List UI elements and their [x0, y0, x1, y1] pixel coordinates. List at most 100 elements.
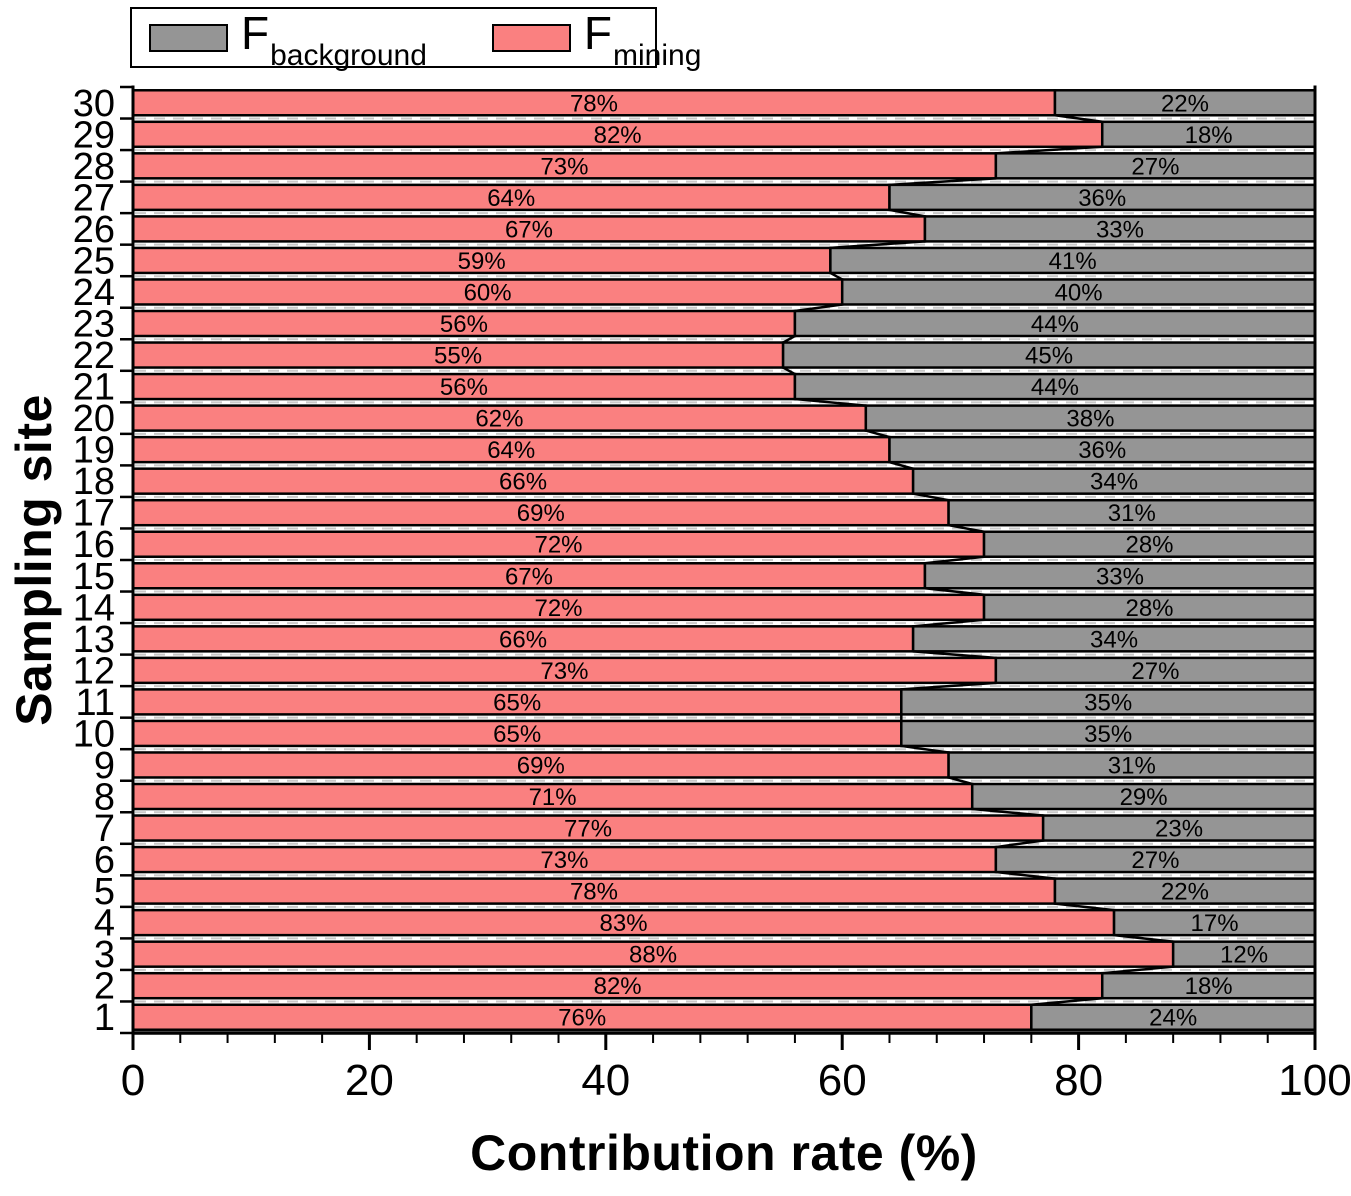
y-tick-label-8: 8: [94, 777, 115, 819]
y-tick-label-12: 12: [73, 650, 115, 692]
bar-label-background-site-6: 27%: [1131, 847, 1179, 874]
segment-connector-line: [995, 839, 1044, 849]
legend-label-sub: mining: [613, 39, 702, 73]
segment-connector-line: [830, 240, 926, 250]
bar-background-site-10: [900, 719, 1317, 748]
bar-label-background-site-17: 31%: [1108, 500, 1156, 527]
y-tick-label-23: 23: [73, 304, 115, 346]
bar-label-background-site-11: 35%: [1084, 689, 1132, 716]
bar-label-mining-site-12: 73%: [540, 658, 588, 685]
bar-label-background-site-30: 22%: [1161, 90, 1209, 117]
segment-connector-line: [995, 145, 1103, 155]
bar-label-mining-site-9: 69%: [517, 752, 565, 779]
y-tick-label-21: 21: [73, 367, 115, 409]
y-tick-label-4: 4: [94, 903, 115, 945]
bar-label-mining-site-3: 88%: [629, 942, 677, 969]
bar-label-background-site-22: 45%: [1025, 343, 1073, 370]
y-tick-label-9: 9: [94, 745, 115, 787]
segment-connector-line: [829, 271, 843, 281]
segment-connector-line: [782, 334, 796, 344]
bar-label-mining-site-10: 65%: [493, 721, 541, 748]
y-tick-label-15: 15: [73, 556, 115, 598]
bar-label-mining-site-23: 56%: [440, 311, 488, 338]
bar-label-background-site-15: 33%: [1096, 563, 1144, 590]
segment-connector-line: [924, 587, 985, 597]
bar-background-site-30: [1053, 89, 1317, 117]
bar-label-background-site-1: 24%: [1149, 1005, 1197, 1032]
bar-background-site-27: [888, 183, 1317, 212]
segment-connector-line: [1031, 996, 1103, 1006]
segment-connector-line: [948, 523, 985, 533]
y-tick-label-17: 17: [73, 493, 115, 535]
bar-label-background-site-29: 18%: [1185, 122, 1233, 149]
bar-label-mining-site-26: 67%: [505, 216, 553, 243]
segment-connector-line: [794, 397, 866, 407]
segment-connector-line: [889, 208, 926, 218]
y-tick-label-1: 1: [94, 997, 115, 1039]
segment-connector-line: [1054, 902, 1115, 912]
y-tick-label-28: 28: [73, 146, 115, 188]
bar-label-mining-site-28: 73%: [540, 153, 588, 180]
bar-mining-site-1: [131, 1003, 1033, 1031]
bar-label-mining-site-2: 82%: [594, 973, 642, 1000]
bar-label-mining-site-7: 77%: [564, 816, 612, 843]
y-tick-label-16: 16: [73, 524, 115, 566]
bar-label-background-site-26: 33%: [1096, 216, 1144, 243]
bar-label-mining-site-27: 64%: [487, 185, 535, 212]
x-tick-label-0: 0: [121, 1056, 145, 1105]
legend-label-base: F: [583, 6, 613, 59]
y-tick-label-3: 3: [94, 934, 115, 976]
bar-background-site-5: [1053, 877, 1317, 905]
bar-mining-site-28: [131, 152, 998, 180]
y-tick-label-29: 29: [73, 114, 115, 156]
segment-connector-line: [901, 744, 949, 754]
bar-label-background-site-5: 22%: [1161, 879, 1209, 906]
segment-connector-line: [865, 429, 890, 439]
bar-label-mining-site-25: 59%: [458, 248, 506, 275]
bar-background-site-3: [1171, 940, 1317, 968]
bar-label-mining-site-15: 67%: [505, 563, 553, 590]
x-tick-label-20: 20: [345, 1056, 394, 1105]
legend-label-sub: background: [270, 39, 427, 73]
bar-label-mining-site-6: 73%: [540, 847, 588, 874]
bar-label-background-site-2: 18%: [1185, 973, 1233, 1000]
legend-item-background: Fbackground: [149, 10, 427, 71]
bar-label-background-site-7: 23%: [1155, 816, 1203, 843]
bar-background-site-7: [1041, 814, 1317, 842]
bar-mining-site-6: [131, 845, 998, 874]
segment-connector-line: [972, 807, 1044, 817]
bar-background-site-17: [947, 498, 1317, 527]
legend-swatch-background: [149, 23, 228, 52]
bar-background-site-9: [947, 751, 1317, 779]
bar-label-mining-site-8: 71%: [529, 784, 577, 811]
segment-connector-line: [901, 681, 996, 691]
segment-connector-line: [924, 555, 985, 565]
y-tick-label-25: 25: [73, 240, 115, 282]
legend-swatch-mining: [491, 23, 571, 52]
bar-background-site-23: [793, 309, 1317, 338]
bar-background-site-1: [1030, 1003, 1317, 1031]
bar-background-site-15: [923, 562, 1317, 590]
y-tick-label-14: 14: [73, 587, 115, 629]
bar-mining-site-25: [131, 246, 832, 275]
bar-label-mining-site-24: 60%: [464, 279, 512, 306]
bar-label-mining-site-11: 65%: [493, 689, 541, 716]
bar-label-background-site-3: 12%: [1220, 942, 1268, 969]
bar-label-mining-site-22: 55%: [434, 343, 482, 370]
bar-label-background-site-23: 44%: [1031, 311, 1079, 338]
bar-label-background-site-19: 36%: [1078, 437, 1126, 464]
bar-background-site-11: [900, 688, 1317, 716]
segment-connector-line: [1102, 965, 1174, 975]
bar-background-site-13: [911, 625, 1317, 653]
bar-label-background-site-24: 40%: [1055, 279, 1103, 306]
bar-label-mining-site-19: 64%: [487, 437, 535, 464]
y-tick-label-10: 10: [73, 713, 115, 755]
x-tick-label-100: 100: [1278, 1056, 1351, 1105]
segment-connector-line: [1113, 933, 1174, 943]
bar-label-mining-site-29: 82%: [594, 122, 642, 149]
bar-label-background-site-13: 34%: [1090, 626, 1138, 653]
bar-mining-site-12: [131, 656, 998, 685]
bar-label-mining-site-30: 78%: [570, 90, 618, 117]
